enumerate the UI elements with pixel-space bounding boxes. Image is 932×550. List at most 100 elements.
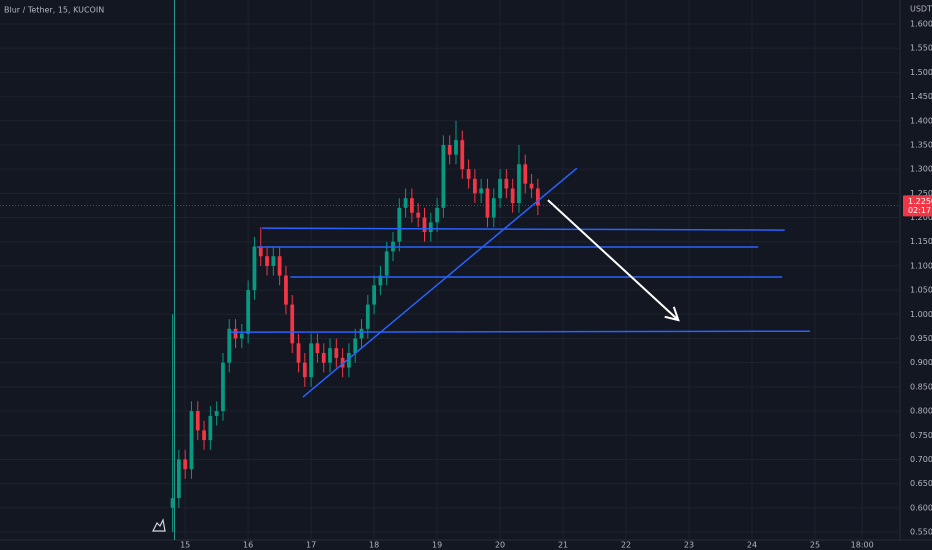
candle-body [321,353,326,363]
candle-body [365,304,370,329]
y-tick-label: 1.3500 [910,140,932,149]
x-tick-label: 17 [306,541,316,550]
candle-body [258,246,263,257]
x-tick-label: 24 [747,541,757,550]
x-tick-label: 25 [810,541,820,550]
y-tick-label: 0.9500 [910,334,932,343]
trend-line [302,167,578,398]
candle-body [428,222,433,233]
candle-body [479,188,484,194]
candle-body [466,169,471,179]
candle-body [233,328,238,339]
candle-body [277,256,282,276]
x-tick-label: 16 [243,541,253,550]
candle-body [472,178,477,194]
candle-body [265,256,269,266]
candle-body [252,246,257,291]
candle-body [447,144,452,155]
y-tick-label: 1.4000 [910,116,932,125]
candle-body [214,411,219,416]
x-tick-label: 23 [684,541,694,550]
candle-body [384,251,389,276]
candle-body [328,348,332,363]
logo [152,518,166,532]
candle-body [271,256,276,266]
candle-body [239,333,244,339]
y-tick-label: 1.2500 [910,189,932,198]
candle-body [176,459,181,499]
candle-body [517,164,521,204]
candle-body [510,188,515,204]
candle-body [195,411,200,431]
candle-body [535,188,540,206]
x-tick-label: 15 [180,541,190,550]
x-tick-label: 19 [432,541,442,550]
y-tick-label: 1.3000 [910,165,932,174]
arrow [547,199,680,322]
candle-body [183,459,188,470]
candle-body [454,140,458,155]
candle-body [347,353,351,368]
candle-body [359,328,364,339]
plot-area [0,0,900,540]
candle-body [353,338,358,354]
candle-body [416,212,421,218]
candle-body [504,178,509,189]
candle-body [403,198,408,208]
candle-body [221,362,225,412]
candle-body [340,357,345,368]
candle-body [202,430,206,441]
candle-body [189,411,194,470]
y-tick-label: 1.0000 [910,310,932,319]
candle-body [334,348,339,358]
y-tick-label: 1.4500 [910,92,932,101]
candle-body [296,343,301,363]
candle-body [441,144,446,208]
x-tick-label: 18:00 [851,541,874,550]
candle-body [170,498,175,508]
candle-body [284,275,288,305]
x-tick-label: 22 [621,541,631,550]
candle-body [491,198,496,218]
candle-body [422,217,427,233]
x-tick-label: 20 [495,541,505,550]
candle-body [208,415,213,441]
candle-body [529,183,534,189]
y-tick-label: 1.1500 [910,237,932,246]
last-price-box [903,195,932,217]
candle-body [523,164,528,184]
candle-body [498,178,502,199]
candle-body [372,285,376,305]
trend-line [261,227,785,231]
candle-body [227,328,232,363]
candle-body [485,188,490,218]
y-tick-label: 1.5000 [910,68,932,77]
candle-body [315,343,320,354]
candle-body [290,304,295,344]
candle-body [378,275,383,286]
candle-body [302,362,307,378]
x-tick-label: 21 [558,541,568,550]
y-tick-label: 1.0500 [910,286,932,295]
candle-body [246,290,251,334]
chart-title: Blur / Tether, 15, KUCOIN [4,6,104,15]
y-axis-label: USDT [910,5,932,14]
y-tick-label: 1.2000 [910,213,932,222]
trend-line [229,330,810,333]
x-tick-label: 18 [369,541,379,550]
candle-body [435,207,439,223]
candle-body [460,140,465,170]
candle-body [397,207,402,242]
